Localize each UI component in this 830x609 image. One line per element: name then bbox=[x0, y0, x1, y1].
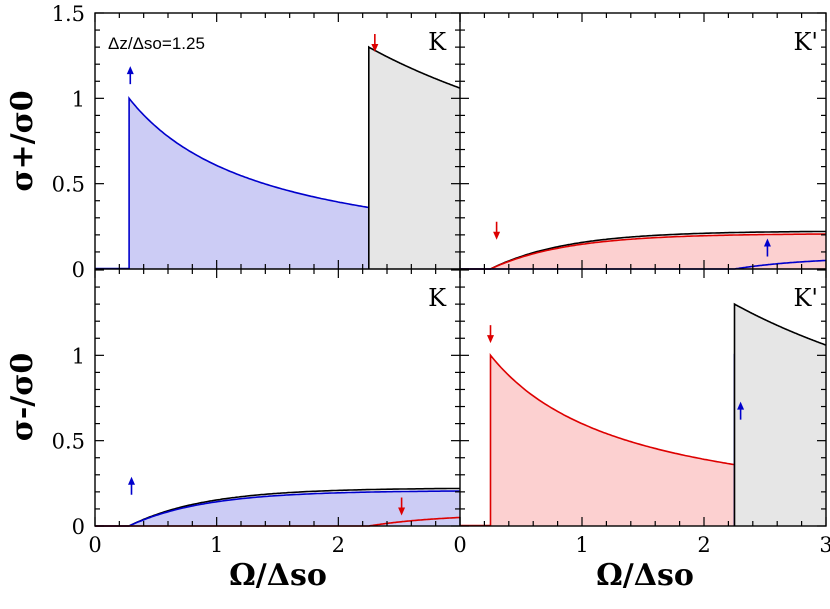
y-tick-label: 1 bbox=[72, 344, 85, 368]
arrow-head bbox=[398, 507, 406, 516]
x-axis-label-right: Ω/Δso bbox=[596, 558, 694, 593]
panel-top-left bbox=[95, 34, 461, 270]
axis-ticks bbox=[94, 12, 827, 527]
spin-arrow-up-blue bbox=[737, 401, 745, 420]
x-tick-label: 1 bbox=[575, 533, 588, 557]
y-axis-label-top: σ+/σ0 bbox=[5, 90, 40, 191]
arrow-head bbox=[487, 335, 494, 344]
y-tick-label: 0 bbox=[72, 515, 85, 539]
series-black-line bbox=[368, 45, 461, 269]
series-red-line bbox=[95, 516, 460, 527]
y-axis-label-bottom: σ-/σ0 bbox=[5, 353, 40, 442]
y-tick-label: 0.5 bbox=[52, 173, 85, 197]
x-tick-label: 0 bbox=[453, 533, 466, 557]
panel-label-top-right: K' bbox=[793, 28, 818, 56]
spin-arrow-up-blue bbox=[128, 476, 135, 495]
y-tick-label: 0 bbox=[72, 258, 85, 282]
spin-arrow-down-red bbox=[493, 221, 501, 240]
y-tick-label: 1.5 bbox=[52, 2, 85, 26]
panel-top-right bbox=[460, 221, 826, 270]
series-black-line bbox=[460, 230, 826, 270]
fill-blue bbox=[129, 491, 460, 526]
spin-arrow-up-blue bbox=[126, 66, 134, 85]
x-tick-label: 2 bbox=[332, 533, 345, 557]
spin-arrow-up-blue bbox=[763, 238, 771, 257]
arrow-head bbox=[737, 401, 745, 410]
arrow-head bbox=[763, 238, 771, 247]
arrow-head bbox=[371, 44, 379, 53]
y-tick-label: 1 bbox=[72, 87, 85, 111]
series-red-line bbox=[460, 233, 826, 270]
series-black-line bbox=[95, 487, 460, 527]
panel-bottom-right bbox=[460, 302, 827, 527]
series-blue-line bbox=[460, 259, 826, 270]
panel-label-bottom-right: K' bbox=[793, 284, 818, 312]
spin-arrow-down-red bbox=[398, 497, 406, 516]
arrow-head bbox=[126, 66, 134, 75]
x-tick-label: 1 bbox=[210, 533, 223, 557]
series-blue-line bbox=[95, 490, 460, 527]
x-tick-label: 0 bbox=[88, 533, 101, 557]
panel-bottom-left bbox=[95, 476, 460, 527]
fill-black bbox=[734, 304, 826, 526]
x-axis-label-left: Ω/Δso bbox=[229, 558, 327, 593]
panel-label-top-left: K bbox=[428, 28, 447, 56]
x-tick-label: 2 bbox=[697, 533, 710, 557]
spin-arrow-down-red bbox=[487, 325, 494, 344]
panel-label-bottom-left: K bbox=[428, 284, 447, 312]
series-black-line bbox=[733, 302, 827, 526]
y-tick-label: 0.5 bbox=[52, 430, 85, 454]
spin-arrow-down-red bbox=[371, 34, 379, 53]
arrow-head bbox=[493, 231, 501, 240]
fill-red bbox=[490, 234, 826, 269]
x-tick-label: 3 bbox=[819, 533, 830, 557]
parameter-annotation: Δz/Δso=1.25 bbox=[108, 34, 205, 53]
fill-black bbox=[368, 47, 460, 269]
tick-labels: 0 0.5 1 1.5 0 0.5 1 0 1 2 0 1 2 3 bbox=[52, 2, 830, 557]
arrow-head bbox=[128, 476, 135, 485]
